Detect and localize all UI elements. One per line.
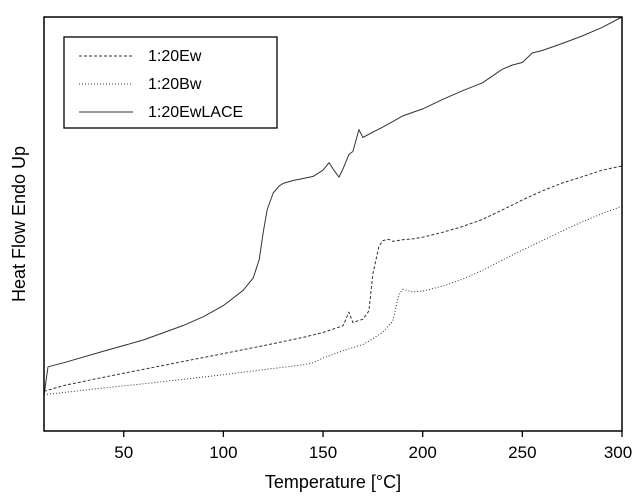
x-axis-tick-labels: 50 100 150 200 250 300 bbox=[114, 443, 632, 462]
legend-label-1: 1:20Ew bbox=[148, 48, 202, 65]
x-tick-label-300: 300 bbox=[604, 443, 632, 462]
x-axis-label: Temperature [°C] bbox=[265, 472, 401, 492]
series-layer bbox=[43, 16, 623, 396]
series-line-1 bbox=[43, 165, 623, 392]
series-line-3 bbox=[43, 16, 623, 396]
series-line-2 bbox=[43, 205, 623, 396]
x-tick-label-100: 100 bbox=[209, 443, 237, 462]
legend-label-3: 1:20EwLACE bbox=[148, 104, 243, 121]
y-axis-label: Heat Flow Endo Up bbox=[9, 146, 29, 302]
legend-box bbox=[63, 36, 278, 129]
x-tick-label-150: 150 bbox=[309, 443, 337, 462]
x-axis-ticks bbox=[123, 431, 623, 437]
legend: 1:20Ew 1:20Bw 1:20EwLACE bbox=[63, 36, 278, 129]
plot-area-frame bbox=[43, 16, 623, 432]
x-tick-label-250: 250 bbox=[508, 443, 536, 462]
x-tick-label-50: 50 bbox=[114, 443, 133, 462]
legend-label-2: 1:20Bw bbox=[148, 76, 202, 93]
x-tick-label-200: 200 bbox=[409, 443, 437, 462]
